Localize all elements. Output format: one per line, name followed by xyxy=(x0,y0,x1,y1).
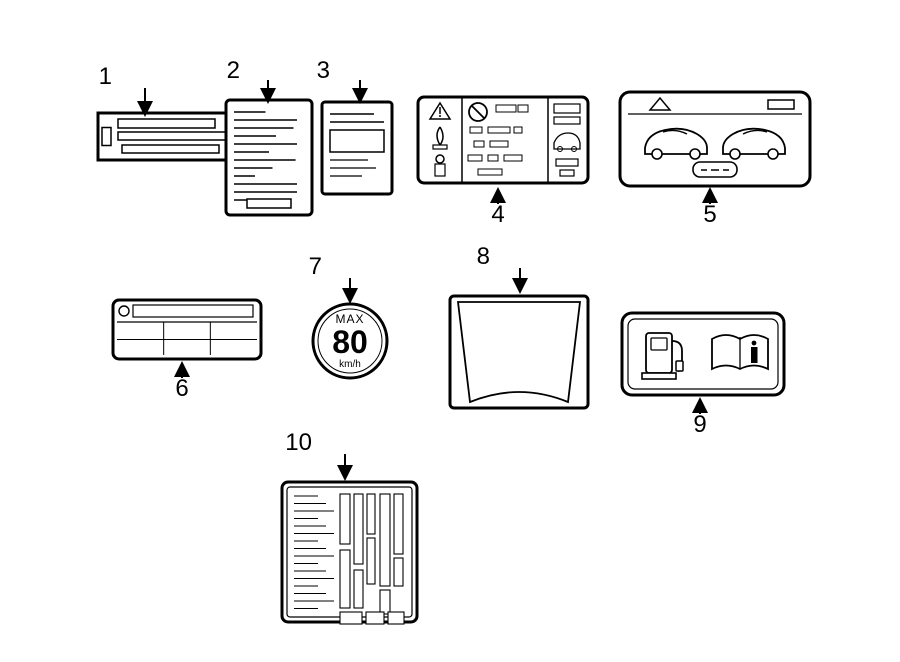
svg-text:80: 80 xyxy=(332,324,368,360)
callout-number-2: 2 xyxy=(227,57,240,84)
callout-number-9: 9 xyxy=(693,411,706,438)
callout-number-4: 4 xyxy=(491,201,504,228)
part-7-speed-sticker: MAX80km/h xyxy=(313,304,387,378)
parts-diagram: MAX80km/h 1 2 3 4 5 6 7 8 9 10 xyxy=(0,0,900,662)
callout-number-10: 10 xyxy=(285,429,312,456)
callout-number-6: 6 xyxy=(175,375,188,402)
svg-text:km/h: km/h xyxy=(339,359,361,370)
part-9-fuel-info-label xyxy=(622,313,784,395)
part-6-tire-table xyxy=(113,300,261,359)
part-5-towing-label xyxy=(620,92,810,186)
part-2-document xyxy=(226,100,312,215)
callout-number-5: 5 xyxy=(703,201,716,228)
part-4-symbols-label xyxy=(418,97,588,183)
callout-number-7: 7 xyxy=(309,253,322,280)
part-3-document xyxy=(322,102,392,194)
part-1-vin-plate xyxy=(98,113,245,160)
part-8-windshield xyxy=(450,296,588,408)
callout-number-8: 8 xyxy=(477,243,490,270)
callout-number-3: 3 xyxy=(317,57,330,84)
callout-number-1: 1 xyxy=(99,63,112,90)
part-10-fuse-block xyxy=(282,482,417,624)
